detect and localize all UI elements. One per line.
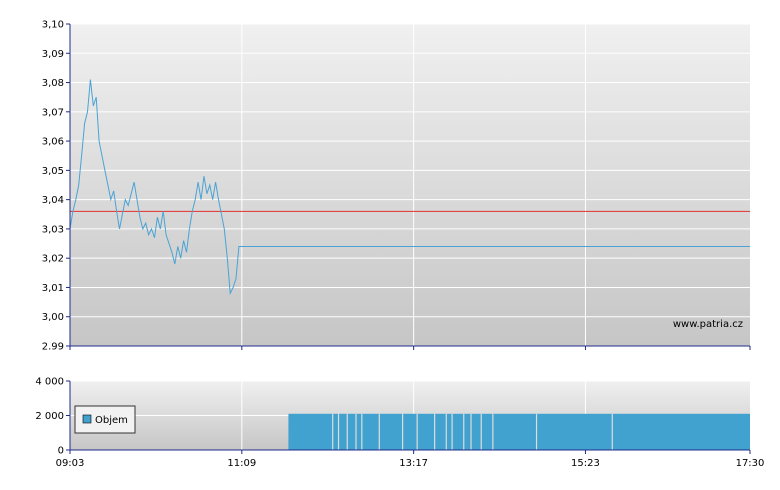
- x-tick-label: 17:30: [736, 458, 765, 469]
- price-plot-area: [70, 24, 750, 346]
- price-y-tick-label: 3,02: [42, 254, 64, 265]
- volume-gap: [492, 413, 494, 450]
- legend-label: Objem: [95, 415, 128, 426]
- price-y-tick-label: 2.99: [42, 342, 64, 353]
- watermark-text: www.patria.cz: [673, 319, 743, 330]
- x-tick-label: 13:17: [399, 458, 428, 469]
- volume-gap: [337, 413, 340, 450]
- volume-gap: [611, 413, 613, 450]
- volume-gap: [355, 413, 357, 450]
- volume-gap: [332, 413, 334, 450]
- volume-gap: [361, 413, 363, 450]
- price-x-tick-marks: [69, 346, 751, 350]
- volume-gap: [463, 413, 465, 450]
- volume-bars: [288, 413, 750, 450]
- volume-gap: [378, 413, 380, 450]
- price-y-tick-label: 3,10: [42, 20, 64, 31]
- price-y-tick-label: 3,06: [42, 137, 64, 148]
- price-series-line: [69, 79, 750, 296]
- volume-y-tick-label: 0: [58, 446, 64, 457]
- price-y-axis: 3,10 3,09 3,08 3,07 3,06 3,05 3,04 3,03 3,02 3,01…: [42, 20, 70, 353]
- price-y-tick-label: 3,04: [42, 195, 64, 206]
- price-y-tick-label: 3,05: [42, 166, 64, 177]
- volume-gap: [434, 413, 436, 450]
- volume-gap: [535, 413, 538, 450]
- volume-panel: 4 000 2 000 0 09:03 11:09 13:17 15:23 17:30 Ob…: [35, 377, 764, 470]
- volume-y-axis: 4 000 2 000 0: [35, 377, 70, 457]
- volume-gap: [346, 413, 348, 450]
- legend-swatch: [82, 414, 92, 424]
- price-y-tick-label: 3,07: [42, 107, 64, 118]
- x-tick-label: 09:03: [56, 458, 85, 469]
- price-y-tick-label: 3,00: [42, 312, 64, 323]
- volume-bar: [288, 413, 750, 450]
- x-tick-label: 15:23: [571, 458, 600, 469]
- volume-gap: [401, 413, 404, 450]
- x-tick-label: 11:09: [227, 458, 256, 469]
- volume-y-tick-label: 4 000: [35, 377, 64, 388]
- volume-x-axis: 09:03 11:09 13:17 15:23 17:30: [56, 450, 765, 469]
- volume-gap: [451, 413, 453, 450]
- volume-legend: Objem: [74, 405, 136, 434]
- price-panel: 3,10 3,09 3,08 3,07 3,06 3,05 3,04 3,03 3,02 3,01…: [42, 20, 751, 353]
- volume-y-tick-label: 2 000: [35, 411, 64, 422]
- price-y-tick-label: 3,03: [42, 224, 64, 235]
- volume-gap: [480, 413, 482, 450]
- price-y-tick-label: 3,01: [42, 283, 64, 294]
- volume-gap: [470, 413, 472, 450]
- volume-gap: [445, 413, 447, 450]
- volume-gap: [416, 413, 418, 450]
- price-y-tick-label: 3,08: [42, 78, 64, 89]
- price-y-tick-label: 3,09: [42, 49, 64, 60]
